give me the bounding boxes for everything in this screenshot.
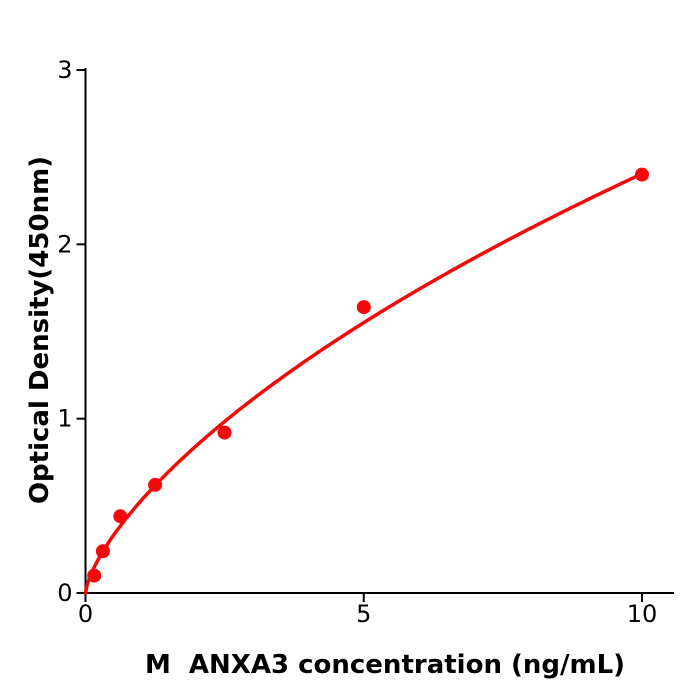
y-tick-label: 1 — [57, 405, 72, 433]
x-tick-label: 0 — [78, 600, 93, 628]
y-tick-label: 0 — [57, 579, 72, 607]
data-point — [635, 167, 649, 182]
x-tick-label: 5 — [356, 600, 371, 628]
data-point — [217, 425, 232, 440]
data-point — [113, 509, 128, 524]
y-tick-label: 2 — [57, 230, 72, 258]
x-tick-label: 10 — [627, 600, 658, 628]
fit-curve — [83, 172, 644, 595]
data-point — [148, 477, 163, 492]
x-axis-title: M ANXA3 concentration (ng/mL) — [145, 650, 625, 680]
y-tick-label: 3 — [57, 56, 72, 84]
plot-area: 0 5 10 0 1 2 3 — [57, 56, 674, 628]
data-point — [356, 300, 371, 315]
y-axis-title: Optical Density(450nm) — [25, 156, 55, 504]
data-point — [87, 568, 102, 583]
data-point — [95, 544, 110, 559]
